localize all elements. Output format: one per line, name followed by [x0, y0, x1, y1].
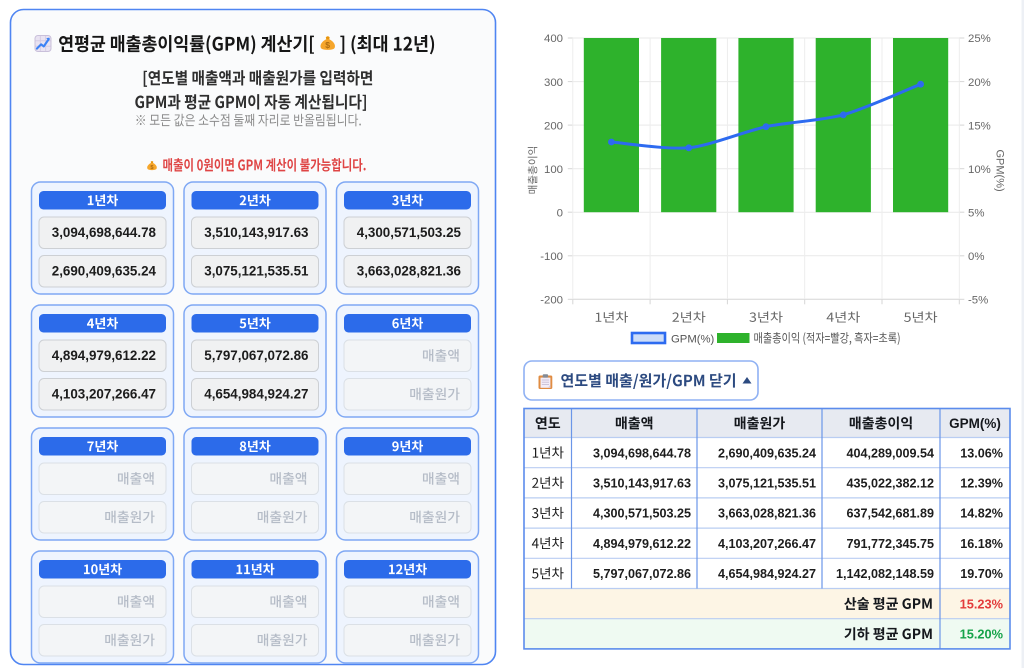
svg-text:300: 300: [544, 77, 563, 89]
svg-text:15.23%: 15.23%: [960, 596, 1004, 611]
svg-text:2,690,409,635.24: 2,690,409,635.24: [52, 264, 157, 279]
svg-text:3,663,028,821.36: 3,663,028,821.36: [718, 507, 816, 521]
svg-text:-200: -200: [540, 295, 563, 307]
svg-text:5%: 5%: [968, 207, 984, 219]
svg-text:5,797,067,072.86: 5,797,067,072.86: [204, 348, 308, 363]
svg-text:4,300,571,503.25: 4,300,571,503.25: [593, 507, 691, 521]
svg-text:435,022,382.12: 435,022,382.12: [846, 477, 934, 491]
svg-text:$: $: [150, 165, 154, 171]
svg-text:4,894,979,612.22: 4,894,979,612.22: [593, 537, 691, 551]
svg-text:16.18%: 16.18%: [960, 537, 1003, 551]
svg-text:13.06%: 13.06%: [960, 446, 1003, 460]
svg-text:100: 100: [544, 164, 563, 176]
svg-text:15%: 15%: [968, 120, 991, 132]
svg-text:-100: -100: [540, 251, 563, 263]
svg-text:GPM(%): GPM(%): [949, 416, 1001, 431]
svg-text:4,654,984,924.27: 4,654,984,924.27: [204, 387, 308, 402]
svg-text:3,075,121,535.51: 3,075,121,535.51: [718, 477, 816, 491]
svg-text:4,103,207,266.47: 4,103,207,266.47: [718, 537, 816, 551]
svg-text:19.70%: 19.70%: [960, 567, 1003, 581]
svg-text:200: 200: [544, 120, 563, 132]
svg-text:10%: 10%: [968, 164, 991, 176]
svg-text:2,690,409,635.24: 2,690,409,635.24: [718, 446, 816, 460]
svg-text:637,542,681.89: 637,542,681.89: [846, 507, 934, 521]
svg-text:12.39%: 12.39%: [960, 477, 1003, 491]
svg-text:791,772,345.75: 791,772,345.75: [846, 537, 934, 551]
svg-text:3,094,698,644.78: 3,094,698,644.78: [593, 446, 691, 460]
svg-text:GPM(%): GPM(%): [671, 333, 715, 345]
svg-text:3,663,028,821.36: 3,663,028,821.36: [357, 264, 461, 279]
svg-text:25%: 25%: [968, 33, 991, 45]
svg-text:3,510,143,917.63: 3,510,143,917.63: [593, 477, 691, 491]
svg-text:4,894,979,612.22: 4,894,979,612.22: [52, 348, 156, 363]
svg-text:4,103,207,266.47: 4,103,207,266.47: [52, 387, 156, 402]
svg-text:-5%: -5%: [968, 295, 988, 307]
svg-text:3,510,143,917.63: 3,510,143,917.63: [204, 225, 308, 240]
svg-text:1,142,082,148.59: 1,142,082,148.59: [836, 567, 934, 581]
svg-text:GPM(%): GPM(%): [994, 150, 1006, 192]
svg-text:3,094,698,644.78: 3,094,698,644.78: [52, 225, 157, 240]
svg-text:4,654,984,924.27: 4,654,984,924.27: [718, 567, 816, 581]
svg-text:404,289,009.54: 404,289,009.54: [846, 446, 934, 460]
svg-text:4,300,571,503.25: 4,300,571,503.25: [357, 225, 462, 240]
svg-text:0: 0: [557, 207, 563, 219]
svg-text:$: $: [325, 40, 330, 50]
svg-text:5,797,067,072.86: 5,797,067,072.86: [593, 567, 691, 581]
svg-text:400: 400: [544, 33, 563, 45]
svg-text:0%: 0%: [968, 251, 984, 263]
svg-text:14.82%: 14.82%: [960, 507, 1003, 521]
svg-text:3,075,121,535.51: 3,075,121,535.51: [204, 264, 309, 279]
svg-text:15.20%: 15.20%: [960, 627, 1004, 642]
svg-text:20%: 20%: [968, 77, 991, 89]
